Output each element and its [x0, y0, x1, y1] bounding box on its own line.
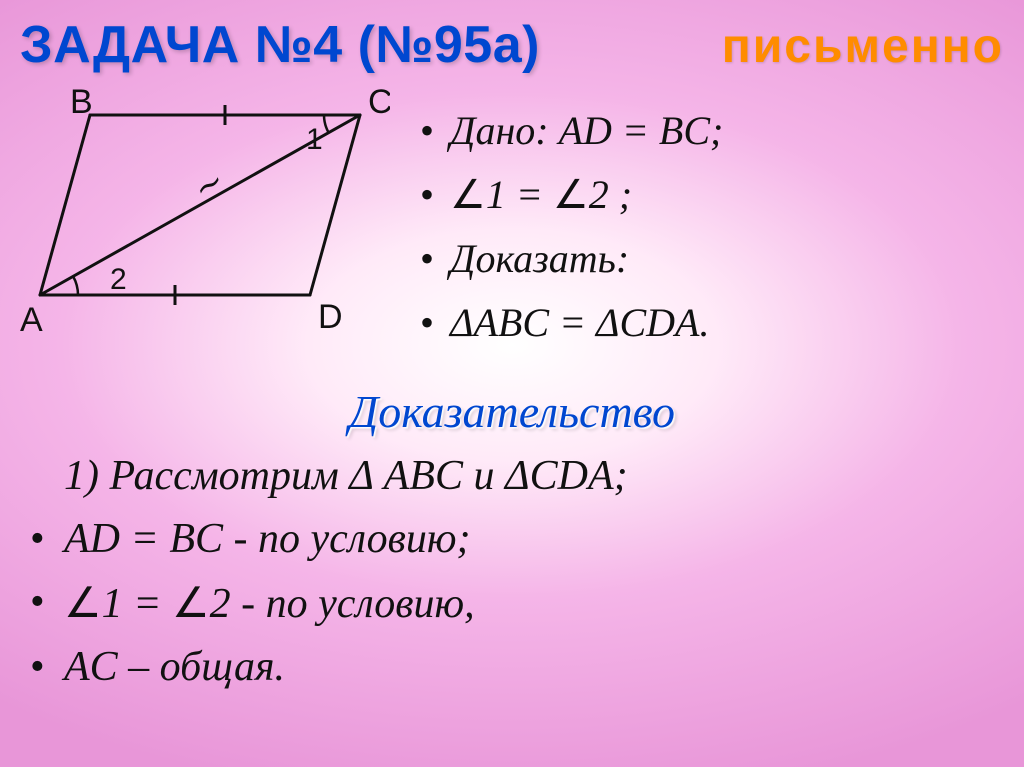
proof-line2: AD = BC - по условию; [30, 508, 1004, 571]
given-line2: ∠1 = ∠2 ; [420, 164, 1004, 226]
proof-heading: Доказательство [0, 385, 1024, 438]
geometry-diagram: 1 2 ∼ A B C D [10, 85, 390, 345]
title-side: письменно [722, 19, 1004, 74]
proof-line1: 1) Рассмотрим Δ ABC и ΔCDA; [30, 445, 1004, 508]
svg-text:∼: ∼ [185, 163, 229, 210]
given-line4: ΔABC = ΔCDA. [420, 292, 1004, 354]
txt: 1 = [486, 172, 553, 217]
given-line3: Доказать: [420, 228, 1004, 290]
angle-symbol: ∠ [172, 579, 210, 626]
svg-text:A: A [20, 301, 43, 339]
proof-line3: ∠1 = ∠2 - по условию, [30, 571, 1004, 636]
svg-text:D: D [318, 298, 343, 336]
angle-symbol: ∠ [553, 173, 589, 217]
svg-text:B: B [70, 85, 93, 121]
diagram-svg: 1 2 ∼ A B C D [10, 85, 390, 345]
svg-text:1: 1 [306, 123, 323, 156]
title-main: ЗАДАЧА №4 (№95а) [20, 15, 540, 75]
given-line1: Дано: AD = BC; [420, 100, 1004, 162]
proof-line4: AC – общая. [30, 636, 1004, 699]
txt: 2 ; [589, 172, 632, 217]
svg-text:2: 2 [110, 263, 127, 296]
title-bar: ЗАДАЧА №4 (№95а) письменно [20, 15, 1004, 75]
txt: 2 - по условию, [210, 581, 475, 627]
txt: 1 = [102, 581, 172, 627]
proof-block: 1) Рассмотрим Δ ABC и ΔCDA; AD = BC - по… [30, 445, 1004, 699]
angle-symbol: ∠ [64, 579, 102, 626]
svg-text:C: C [368, 85, 390, 121]
angle-symbol: ∠ [450, 173, 486, 217]
given-block: Дано: AD = BC; ∠1 = ∠2 ; Доказать: ΔABC … [420, 100, 1004, 356]
